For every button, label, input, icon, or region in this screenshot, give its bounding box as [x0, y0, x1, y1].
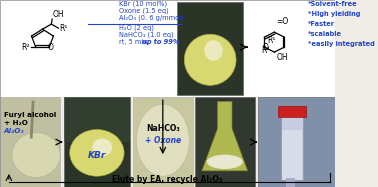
Ellipse shape	[136, 104, 189, 176]
Text: OH: OH	[52, 10, 64, 19]
Text: *scalable: *scalable	[308, 31, 342, 37]
Ellipse shape	[204, 40, 223, 61]
Ellipse shape	[12, 133, 60, 177]
Text: H₂O (2 eq): H₂O (2 eq)	[119, 25, 155, 31]
Bar	[64, 97, 130, 142]
Text: NaHCO₃ (1.0 eq): NaHCO₃ (1.0 eq)	[119, 32, 174, 38]
Text: Elute by EA, recycle Al₂O₃: Elute by EA, recycle Al₂O₃	[112, 174, 222, 183]
Text: *Solvent-free: *Solvent-free	[308, 1, 358, 7]
Bar	[0, 97, 60, 187]
Bar	[286, 178, 295, 187]
Text: Oxone (1.5 eq): Oxone (1.5 eq)	[119, 8, 169, 14]
Bar	[177, 2, 243, 95]
Text: R¹: R¹	[267, 36, 276, 45]
Text: R¹: R¹	[59, 24, 68, 33]
Text: + Oxone: + Oxone	[145, 136, 181, 145]
Bar	[259, 97, 335, 187]
Ellipse shape	[207, 155, 243, 169]
Bar	[195, 97, 255, 187]
Text: R²: R²	[21, 43, 29, 52]
Text: O: O	[262, 43, 268, 52]
Text: Al₂O₃: Al₂O₃	[3, 128, 24, 134]
Text: *easily integrated: *easily integrated	[308, 41, 375, 47]
Bar	[0, 0, 335, 97]
Text: up to 99%: up to 99%	[142, 39, 179, 45]
Text: Furyl alcohol: Furyl alcohol	[3, 112, 56, 118]
Text: KBr: KBr	[88, 151, 106, 160]
Text: KBr (10 mol%): KBr (10 mol%)	[119, 1, 167, 7]
Text: *High yielding: *High yielding	[308, 11, 360, 17]
Text: rt, 5 min,: rt, 5 min,	[119, 39, 152, 45]
Bar	[278, 106, 305, 117]
Text: OH: OH	[277, 53, 288, 62]
Bar	[281, 112, 302, 180]
Text: Al₂O₃ (0. 6 g/mmol): Al₂O₃ (0. 6 g/mmol)	[119, 15, 184, 21]
Text: NaHCO₃: NaHCO₃	[146, 124, 180, 133]
Polygon shape	[202, 102, 248, 171]
Text: *Faster: *Faster	[308, 21, 335, 27]
Text: =O: =O	[276, 17, 288, 26]
Ellipse shape	[184, 34, 236, 85]
Bar	[133, 97, 193, 187]
Bar	[64, 97, 130, 187]
Ellipse shape	[92, 138, 112, 157]
Text: + H₂O: + H₂O	[3, 120, 28, 126]
Bar	[282, 130, 302, 180]
Ellipse shape	[70, 129, 124, 176]
Text: R²: R²	[262, 46, 270, 55]
Text: O: O	[47, 43, 53, 52]
